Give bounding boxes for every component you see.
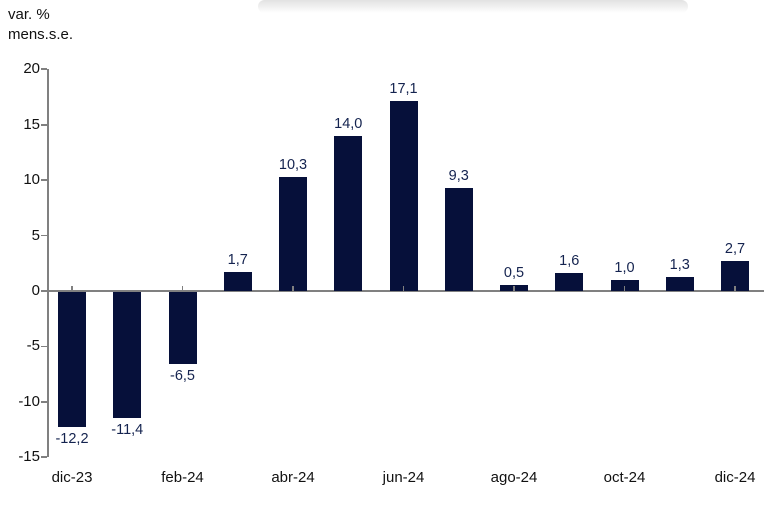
bar-feb-24 (168, 291, 197, 364)
x-tick-label-jun-24: jun-24 (382, 469, 425, 487)
y-tick (41, 123, 47, 126)
x-tick-label-ago-24: ago-24 (490, 469, 538, 487)
bar-value-label-nov-24: 1,3 (669, 256, 690, 273)
bar-ene-24 (113, 291, 142, 419)
y-tick (41, 290, 47, 292)
bar-jun-24 (389, 101, 418, 291)
bar-value-label-dic-24: 2,7 (724, 241, 746, 258)
bar-value-label-jul-24: 9,3 (448, 167, 469, 184)
y-axis-line (47, 69, 49, 458)
y-tick-label: -5 (26, 337, 40, 355)
bar-value-label-ago-24: 0,5 (503, 265, 525, 282)
bar-value-label-mar-24: 1,7 (227, 252, 248, 269)
y-tick-label: -15 (18, 448, 40, 466)
y-tick (41, 456, 47, 459)
bar-value-label-abr-24: 10,3 (278, 156, 308, 173)
bar-value-label-ene-24: -11,4 (111, 422, 144, 439)
bar-value-label-dic-23: -12,2 (55, 431, 89, 448)
bar-value-label-oct-24: 1,0 (614, 259, 635, 276)
bar-jul-24 (444, 187, 473, 291)
bar-value-label-feb-24: -6,5 (170, 368, 195, 385)
x-tick (292, 285, 294, 291)
x-tick (734, 285, 736, 291)
bar-may-24 (334, 135, 363, 291)
bar-sep-24 (555, 273, 584, 291)
x-tick-label-abr-24: abr-24 (271, 469, 315, 487)
bar-nov-24 (665, 276, 694, 291)
x-tick-label-feb-24: feb-24 (161, 469, 204, 487)
bar-value-label-jun-24: 17,1 (389, 81, 418, 98)
bar-dic-23 (58, 291, 86, 428)
zero-line (47, 290, 764, 292)
y-tick (41, 68, 47, 71)
bar-value-label-sep-24: 1,6 (559, 253, 580, 270)
y-tick-label: -10 (18, 392, 40, 410)
x-tick (623, 285, 626, 291)
y-tick (41, 234, 47, 237)
y-axis-title-line2: mens.s.e. (8, 26, 74, 43)
x-tick (513, 285, 515, 291)
x-tick (71, 285, 73, 291)
x-tick-label-dic-23: dic-23 (51, 469, 93, 487)
bar-abr-24 (279, 176, 307, 291)
y-tick-label: 0 (31, 282, 40, 299)
y-tick (41, 179, 47, 181)
bar-value-label-may-24: 14,0 (334, 115, 363, 132)
y-axis-title-line1: var. % (8, 6, 50, 23)
y-axis-title: var. % mens.s.e. (8, 5, 73, 45)
y-tick (41, 345, 47, 348)
bar-oct-24 (610, 279, 639, 291)
x-tick-label-dic-24: dic-24 (714, 469, 756, 487)
x-tick (402, 285, 405, 291)
x-tick-label-oct-24: oct-24 (603, 469, 646, 487)
y-tick (41, 401, 47, 403)
top-ui-fragment (258, 0, 688, 13)
y-tick-label: 15 (23, 115, 40, 133)
x-tick (181, 285, 184, 291)
y-tick-label: 20 (23, 60, 40, 78)
y-tick-label: 10 (23, 171, 40, 189)
bar-mar-24 (223, 272, 252, 291)
y-tick-label: 5 (31, 226, 40, 244)
